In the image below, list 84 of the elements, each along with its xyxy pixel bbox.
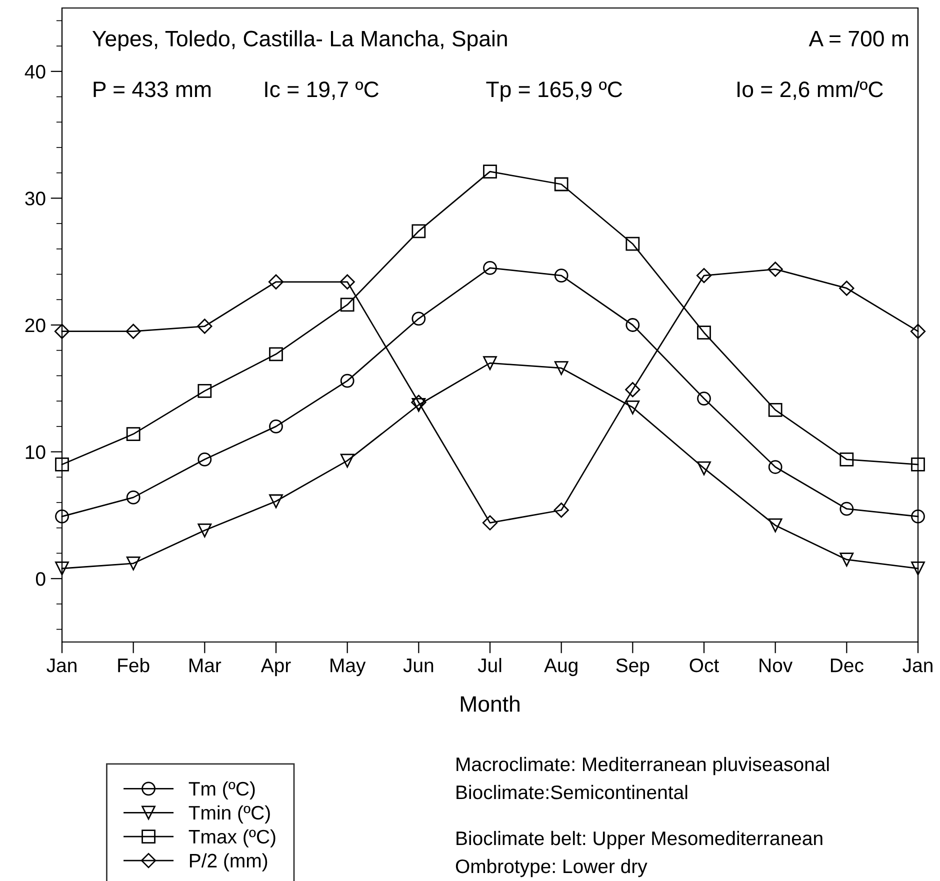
point [126,490,140,504]
point [126,556,140,570]
x-tick-label: Aug [544,658,578,676]
annotation: Ic = 19,7 ºC [265,81,379,100]
point [697,326,711,340]
annotation: Io = 2,6 mm/ºC [738,80,883,100]
point [840,502,854,516]
text: Bioclimate belt: Upper Mesomediterranean [456,830,822,850]
y-tick-label: 40 [24,64,46,79]
point [268,274,284,290]
point [340,454,354,468]
text: Ombrotype: Lower dry [456,858,648,878]
point [197,318,212,334]
point [768,262,783,277]
point [840,552,854,567]
point [126,324,141,339]
point [126,427,140,441]
point [411,394,426,410]
point [696,268,712,284]
text: Bioclimate:Semicontinental [456,784,688,800]
x-tick-label: Feb [118,658,150,672]
point [483,356,497,370]
point [198,384,212,398]
point [697,461,711,476]
x-tick-label: Mar [190,658,222,672]
point [626,400,640,414]
point [55,562,69,576]
x-tick-label: Jan [902,658,932,672]
point [911,510,925,524]
point [911,458,925,472]
point [482,515,498,530]
text: Macroclimate: Mediterranean pluviseasonal [456,756,829,776]
y-tick-label: 0 [36,572,46,586]
point [768,518,782,532]
x-tick-label: Jun [403,658,434,672]
x-tick-label: Oct [690,658,719,672]
x-tick-label: Nov [760,658,793,672]
point [412,224,426,238]
y-tick-label: 20 [25,318,46,332]
point [340,274,355,290]
annotation: A = 700 m [808,30,908,47]
x-tick-label: May [330,658,366,676]
point [554,177,568,192]
point [626,236,640,251]
point [840,452,854,466]
legend-label: Tmax (ºC) [188,829,276,848]
x-tick-label: Dec [830,658,864,672]
y-tick-label: 10 [26,445,46,460]
point [198,452,212,466]
point [54,324,70,339]
point [697,392,711,406]
point [55,458,69,472]
x-axis-title: Month [460,696,520,712]
x-tick-label: Jul [478,658,502,672]
x-tick-label: Apr [260,658,291,676]
annotation: Yepes, Toledo, Castilla- La Mancha, Spain [92,30,507,51]
point [269,419,283,434]
legend-label: Tmin (ºC) [188,805,270,824]
point [198,523,212,538]
point [768,403,782,417]
point [554,361,568,376]
point [768,460,782,474]
point [340,374,354,388]
legend-label: Tm (ºC) [188,781,255,800]
point [554,268,568,282]
point [269,494,283,508]
point [483,164,497,179]
x-tick-label: Sep [616,658,650,676]
point [483,260,497,275]
x-tick-label: Jan [46,658,76,672]
point [55,510,69,524]
point [340,298,354,312]
annotation: P = 433 mm [94,81,211,98]
annotation: Tp = 165,9 ºC [486,81,622,102]
point [554,502,569,518]
point [910,324,926,339]
legend-label: P/2 (mm) [190,853,268,872]
point [269,347,283,362]
point [625,382,640,398]
point [626,318,640,332]
point [911,562,925,576]
point [839,280,854,296]
y-tick-label: 30 [25,192,46,206]
point [412,312,426,326]
